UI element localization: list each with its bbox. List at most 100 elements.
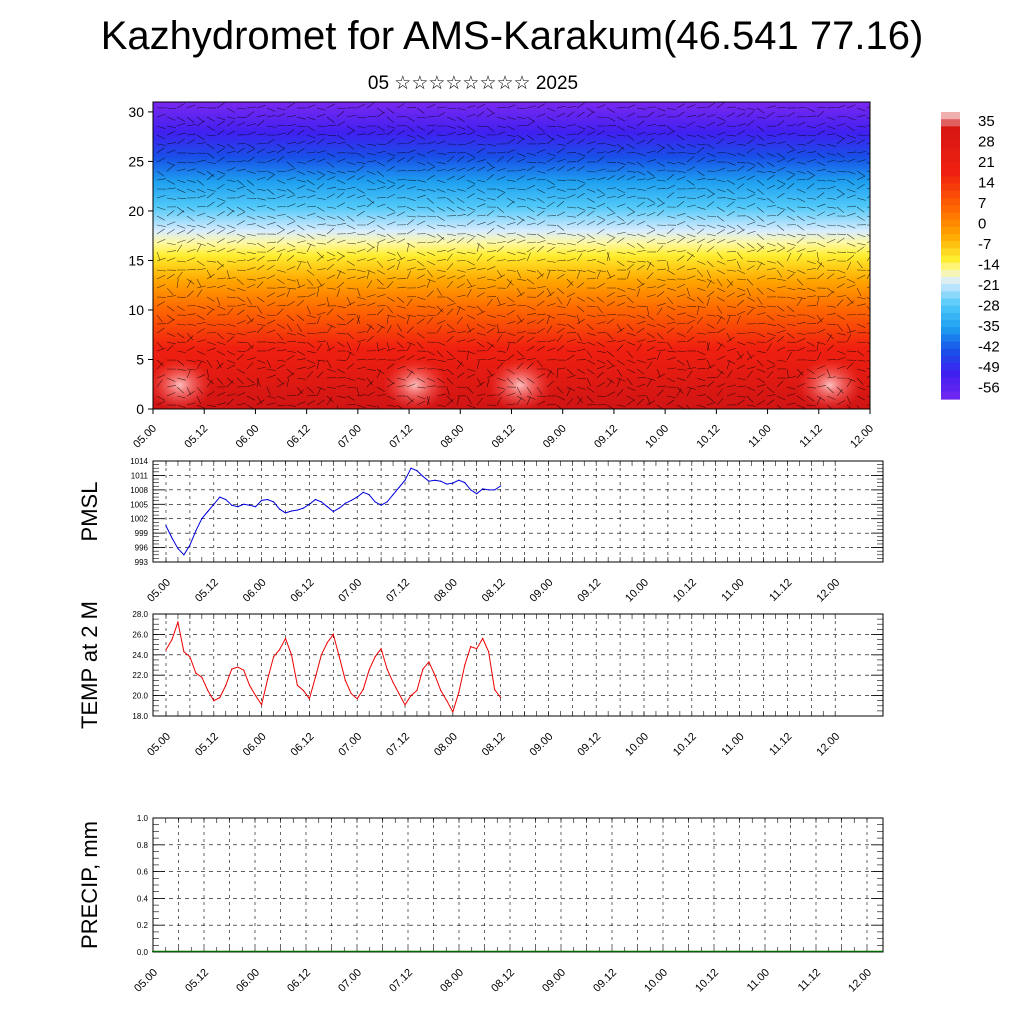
wind-barb — [806, 323, 816, 325]
wind-barb — [246, 362, 254, 370]
colorbar-label: 35 — [978, 113, 995, 130]
wind-barb — [306, 188, 316, 193]
wind-barb — [286, 102, 295, 109]
wind-barb — [556, 251, 566, 255]
wind-barb — [466, 219, 475, 226]
wind-barb — [656, 349, 666, 352]
wind-barb — [776, 132, 786, 136]
wind-barb — [556, 158, 566, 163]
wind-barb — [596, 341, 605, 348]
y-tick-label: 18.0 — [132, 712, 148, 721]
x-tick-label: 08.00 — [432, 731, 460, 759]
wind-barb — [716, 278, 723, 287]
wind-barb — [206, 308, 214, 316]
wind-barb — [216, 170, 226, 175]
wind-barb — [826, 305, 836, 308]
wind-barb — [366, 188, 376, 191]
wind-barb — [726, 336, 735, 343]
wind-barb — [706, 193, 716, 199]
wind-barb — [556, 134, 566, 139]
wind-barb — [326, 215, 336, 220]
series-point — [440, 480, 442, 482]
wind-barb — [676, 350, 686, 352]
wind-barb — [836, 123, 846, 127]
wind-barb — [506, 134, 516, 137]
wind-barb — [296, 350, 306, 356]
wind-barb — [766, 277, 776, 280]
wind-barb — [416, 377, 426, 383]
wind-barb — [746, 260, 756, 263]
wind-barb — [526, 177, 536, 181]
wind-barb — [536, 359, 543, 368]
wind-barb — [596, 260, 606, 265]
colorbar-band — [941, 277, 960, 285]
wind-barb — [676, 305, 686, 309]
wind-barb — [566, 215, 576, 218]
wind-barb — [526, 152, 536, 156]
wind-barb — [356, 204, 366, 208]
wind-barb — [296, 125, 307, 127]
wind-barb — [846, 255, 855, 262]
wind-barb — [206, 143, 215, 150]
wind-barb — [776, 210, 785, 217]
wind-barb — [386, 107, 395, 114]
series-point — [183, 651, 185, 653]
wind-barb — [436, 350, 444, 358]
wind-barb — [356, 377, 366, 381]
wind-barb — [186, 368, 196, 371]
series-point — [368, 669, 370, 671]
series-point — [470, 489, 472, 491]
wind-barb — [606, 269, 612, 279]
wind-barb — [266, 221, 276, 226]
wind-barb — [476, 197, 486, 201]
wind-barb — [596, 194, 606, 199]
x-tick-label: 06.12 — [289, 731, 317, 759]
wind-barb — [806, 250, 816, 253]
x-tick-label: 08.12 — [480, 731, 508, 759]
y-tick-label: 24.0 — [132, 651, 148, 660]
wind-barb — [196, 116, 205, 123]
wind-barb — [776, 346, 786, 352]
wind-barb — [336, 152, 347, 154]
wind-barb — [426, 174, 435, 181]
x-tick-label: 07.12 — [384, 731, 412, 759]
panel-frame — [152, 817, 884, 953]
wind-barb — [376, 326, 384, 334]
wind-barb — [546, 339, 556, 343]
wind-barb — [506, 116, 516, 120]
wind-barb — [636, 220, 646, 226]
wind-barb — [356, 276, 366, 280]
series-point — [398, 692, 400, 695]
wind-barb — [746, 215, 755, 221]
wind-barb — [586, 188, 596, 193]
wind-barb — [236, 303, 246, 307]
wind-barb — [486, 373, 496, 379]
wind-barb — [366, 201, 375, 208]
wind-barb — [676, 265, 686, 271]
wind-barb — [396, 355, 406, 361]
wind-barb — [426, 233, 436, 238]
wind-barb — [426, 103, 436, 109]
wind-barb — [456, 167, 466, 172]
wind-barb — [826, 404, 833, 409]
wind-barb — [466, 386, 474, 394]
wind-barb — [276, 156, 285, 163]
wind-barb — [656, 341, 666, 344]
wind-barb — [566, 292, 576, 298]
wind-barb — [816, 152, 825, 159]
wind-barb — [486, 368, 493, 377]
wind-barb — [316, 197, 326, 200]
series-point — [422, 475, 424, 477]
y-axis-label: PRECIP, mm — [77, 821, 102, 949]
wind-barb — [616, 222, 626, 226]
series-point — [368, 494, 370, 496]
wind-barb — [246, 305, 257, 307]
wind-barb — [556, 211, 566, 217]
wind-barb — [226, 143, 235, 150]
wind-barb — [866, 367, 870, 370]
wind-barb — [186, 268, 196, 271]
series-point — [201, 518, 203, 520]
wind-barb — [176, 395, 186, 399]
wind-barb — [796, 233, 806, 237]
wind-barb — [446, 239, 456, 244]
